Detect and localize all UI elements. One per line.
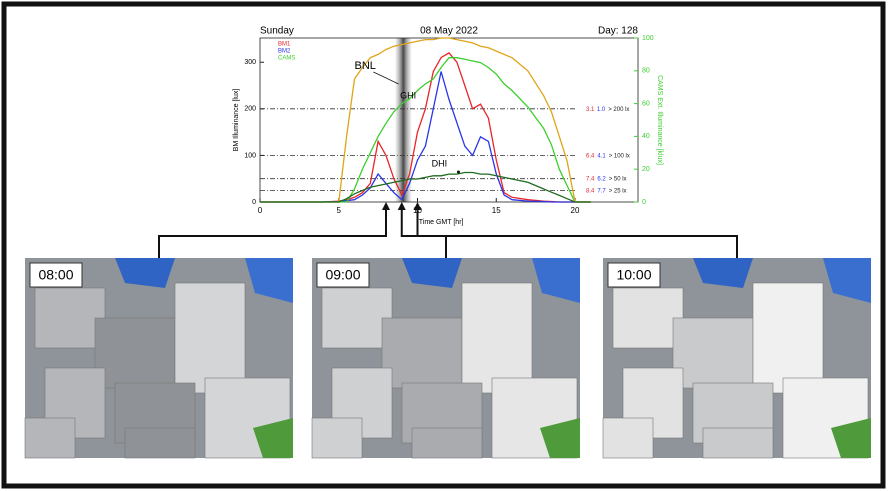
threshold-bm2: 6.2 — [597, 176, 606, 182]
legend-entry: BM1 — [278, 42, 291, 48]
threshold-bm2: 4.1 — [597, 153, 606, 159]
building — [35, 288, 105, 348]
threshold-label: > 50 lx — [609, 176, 627, 182]
threshold-bm2: 1.0 — [597, 106, 606, 112]
building — [95, 318, 175, 388]
y2-tick-label: 40 — [642, 133, 650, 140]
photo: 09:00 — [312, 258, 580, 458]
header-left: Sunday — [260, 26, 294, 37]
legend-entry: BM2 — [278, 49, 291, 55]
threshold-label: > 200 lx — [608, 106, 629, 112]
x-tick-label: 15 — [492, 206, 501, 215]
panel-label: 10:00 — [616, 267, 651, 283]
threshold-bm2: 7.7 — [597, 188, 606, 194]
threshold-bm1: 3.1 — [586, 106, 595, 112]
x-tick-label: 0 — [258, 206, 263, 215]
page: 08:00 09:00 10:00 Sunday 08 May 2022 Day: 12… — [0, 0, 888, 491]
threshold-bm1: 7.4 — [586, 176, 595, 182]
x-tick-label: 20 — [571, 206, 580, 215]
annotation: GHI — [400, 90, 416, 100]
y2-tick-label: 80 — [642, 68, 650, 75]
figure: 08:00 09:00 10:00 Sunday 08 May 2022 Day: 12… — [0, 0, 888, 491]
annotation: DHI — [432, 158, 448, 168]
building — [462, 283, 532, 393]
threshold-bm1: 6.4 — [586, 153, 595, 159]
building — [25, 418, 75, 458]
header-center: 08 May 2022 — [420, 26, 478, 37]
threshold-label: > 100 lx — [609, 153, 630, 159]
annotation: BNL — [355, 60, 376, 72]
building — [382, 318, 462, 388]
y2-tick-label: 100 — [642, 35, 654, 42]
y2-tick-label: 20 — [642, 166, 650, 173]
building — [673, 318, 753, 388]
y-tick-label: 100 — [244, 152, 256, 159]
building — [322, 288, 392, 348]
building — [703, 428, 773, 458]
y-tick-label: 200 — [244, 106, 256, 113]
building — [412, 428, 482, 458]
building — [125, 428, 195, 458]
building — [175, 283, 245, 393]
photo: 10:00 — [603, 258, 871, 458]
photos: 08:00 09:00 10:00 — [25, 258, 871, 458]
y2-tick-label: 60 — [642, 100, 650, 107]
header-right: Day: 128 — [598, 26, 638, 37]
threshold-bm1: 8.4 — [586, 188, 595, 194]
y-axis-title: BM Illuminance [lux] — [233, 89, 240, 152]
building — [753, 283, 823, 393]
y2-axis-title: CAMS Ext. Illuminance [klux] — [656, 75, 663, 165]
building — [613, 288, 683, 348]
photo: 08:00 — [25, 258, 293, 458]
y-tick-label: 300 — [244, 59, 256, 66]
panel-label: 08:00 — [38, 267, 73, 283]
building — [603, 418, 653, 458]
annotation-dot — [457, 171, 460, 174]
threshold-label: > 25 lx — [609, 188, 627, 194]
building — [312, 418, 362, 458]
x-axis-title: Time GMT [hr] — [419, 219, 464, 226]
y-tick-label: 0 — [252, 199, 256, 206]
x-tick-label: 5 — [337, 206, 342, 215]
panel-label: 09:00 — [325, 267, 360, 283]
y2-tick-label: 0 — [642, 199, 646, 206]
legend-entry: CAMS — [278, 56, 295, 62]
